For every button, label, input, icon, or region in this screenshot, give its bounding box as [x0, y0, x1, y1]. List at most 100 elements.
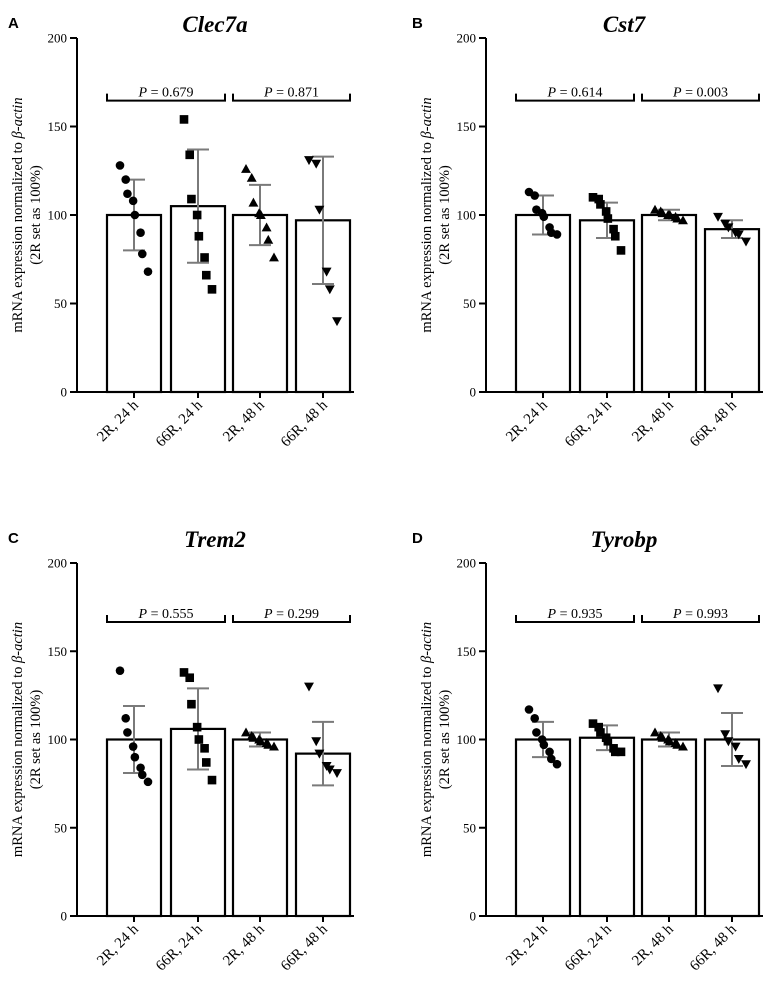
data-point [304, 156, 314, 166]
y-axis-label-gene: β-actin [10, 622, 26, 664]
y-tick-label: 200 [457, 31, 477, 46]
data-point [241, 164, 251, 173]
panel-letter: A [8, 15, 19, 32]
comparison-bracket-2: P = 0.299 [232, 607, 351, 623]
data-point [720, 730, 731, 740]
y-tick-label: 100 [48, 208, 68, 223]
data-point [539, 740, 549, 750]
x-tick-label: 66R, 24 h [562, 921, 615, 974]
p-value-number: = 0.871 [273, 86, 319, 101]
y-axis-label-gene: β-actin [419, 97, 435, 139]
p-value-symbol: P [672, 86, 682, 101]
data-point [185, 150, 195, 160]
x-tick-label: 66R, 24 h [153, 921, 206, 974]
chart-title: Cst7 [603, 12, 647, 37]
data-point [610, 747, 620, 757]
data-point [115, 666, 125, 675]
data-point [552, 759, 562, 769]
bar-4 [703, 738, 761, 918]
bar-3 [640, 213, 698, 394]
error-bar-4 [312, 155, 334, 286]
y-axis-label-gene: β-actin [10, 97, 26, 139]
y-tick-label: 50 [463, 820, 476, 835]
p-value-number: = 0.935 [556, 607, 602, 622]
p-value-label: P = 0.935 [547, 607, 603, 622]
data-point [678, 215, 688, 225]
y-axis-label-line1: mRNA expression normalized to β-actin [10, 97, 26, 332]
data-point [733, 230, 744, 240]
p-value-symbol: P [672, 607, 682, 622]
data-point [603, 214, 613, 223]
y-axis-label-text: mRNA expression normalized to [10, 138, 26, 332]
x-tick-label: 2R, 24 h [94, 921, 142, 969]
comparison-bracket-1: P = 0.935 [515, 607, 635, 623]
p-value-number: = 0.679 [147, 86, 193, 101]
data-point [248, 732, 259, 742]
data-point [616, 246, 626, 255]
data-point [130, 752, 140, 762]
data-point [136, 763, 145, 773]
y-tick-label: 100 [48, 732, 68, 747]
error-bar-4 [312, 720, 334, 787]
bracket-line [515, 93, 635, 102]
data-point [601, 207, 611, 216]
y-tick-label: 150 [48, 119, 68, 134]
data-point [723, 223, 734, 233]
data-point [255, 210, 266, 219]
y-axis-label-line2: (2R set as 100%) [28, 165, 44, 265]
data-point [588, 719, 598, 728]
data-point [137, 249, 147, 259]
y-tick-label: 50 [54, 296, 67, 311]
data-point [194, 735, 204, 744]
x-tick-label: 66R, 48 h [278, 921, 331, 974]
data-point [678, 741, 688, 751]
data-point [324, 285, 335, 295]
data-point [713, 212, 723, 222]
y-axis-label-text: mRNA expression normalized to [419, 138, 435, 332]
data-point [207, 285, 217, 294]
data-point [143, 777, 153, 787]
data-point [143, 267, 153, 276]
p-value-number: = 0.003 [682, 86, 728, 101]
data-point [194, 231, 204, 241]
y-tick-label: 0 [470, 909, 477, 924]
x-tick-label: 2R, 48 h [629, 921, 677, 969]
x-tick-label: 2R, 48 h [629, 397, 677, 445]
data-point [255, 736, 266, 746]
p-value-symbol: P [263, 86, 273, 101]
y-tick-label: 200 [48, 556, 68, 571]
data-point [304, 682, 314, 692]
data-point [672, 213, 683, 223]
y-axis-label-line2: (2R set as 100%) [437, 165, 453, 265]
y-tick-label: 0 [470, 385, 477, 400]
p-value-number: = 0.614 [556, 86, 602, 101]
data-point [657, 208, 668, 218]
y-tick-label: 150 [457, 644, 477, 659]
comparison-bracket-2: P = 0.871 [232, 86, 351, 102]
data-point [179, 115, 189, 124]
data-point [609, 224, 618, 234]
bar-3 [231, 738, 289, 918]
data-point [263, 234, 274, 244]
data-point [128, 196, 138, 206]
y-tick-label: 50 [463, 296, 476, 311]
p-value-label: P = 0.679 [138, 86, 194, 101]
p-value-label: P = 0.614 [547, 86, 603, 101]
bar-2 [578, 736, 636, 918]
data-point [187, 194, 196, 204]
chart-panel-a: A Clec7a mRNA expression normalized to β-a… [8, 12, 354, 450]
p-value-number: = 0.993 [682, 607, 728, 622]
data-point [530, 191, 540, 200]
y-axis-label-line2: (2R set as 100%) [28, 690, 44, 790]
data-point [664, 210, 675, 219]
p-value-symbol: P [263, 607, 273, 622]
data-point [332, 317, 342, 327]
data-point [192, 722, 202, 732]
y-axis-label-line1: mRNA expression normalized to β-actin [419, 97, 435, 332]
data-point [179, 668, 189, 677]
data-point [263, 739, 274, 749]
bracket-line [515, 614, 635, 623]
data-point [594, 194, 604, 204]
p-value-symbol: P [547, 86, 557, 101]
